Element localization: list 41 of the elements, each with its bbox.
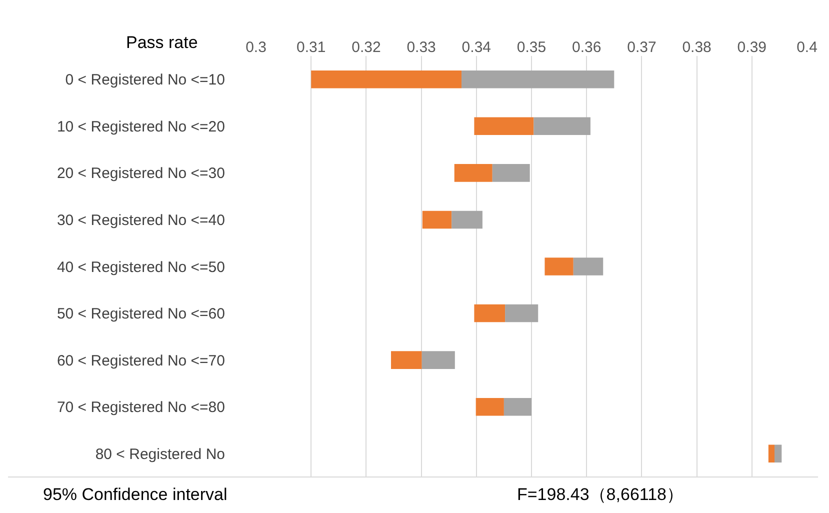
bar (462, 70, 614, 88)
bar (476, 398, 504, 416)
x-tick-label: 0.35 (516, 39, 546, 56)
text: 95% Confidence interval (43, 485, 228, 504)
x-tick-label: 0.4 (796, 39, 818, 56)
bar (504, 398, 532, 416)
bar (774, 444, 782, 462)
bar (474, 117, 534, 136)
x-tick-label: 0.39 (737, 39, 766, 56)
y-tick-label: 70 < Registered No <=80 (56, 399, 225, 416)
x-tick-label: 0.36 (572, 39, 602, 56)
y-tick-label: 60 < Registered No <=70 (56, 352, 225, 370)
bar (544, 258, 574, 276)
bar (573, 258, 604, 276)
bar (422, 210, 452, 229)
bar (454, 164, 492, 182)
y-tick-label: 10 < Registered No <=20 (56, 118, 225, 136)
x-tick-label: 0.33 (406, 39, 436, 56)
x-tick-label: 0.31 (296, 39, 326, 56)
bar (492, 164, 530, 182)
y-tick-label: 30 < Registered No <=40 (56, 212, 225, 229)
x-tick-label: 0.37 (627, 39, 656, 56)
bar (474, 304, 506, 322)
y-tick-label: 80 < Registered No (95, 446, 225, 463)
x-tick-label: 0.38 (682, 39, 712, 56)
y-tick-label: 50 < Registered No <=60 (56, 306, 225, 323)
x-tick-label: 0.3 (246, 39, 266, 56)
bar (311, 70, 462, 88)
y-tick-label: 0 < Registered No <=10 (65, 72, 225, 89)
bar (505, 304, 538, 322)
bar (768, 444, 774, 462)
x-tick-label: 0.34 (462, 39, 491, 56)
bar (391, 351, 422, 369)
y-axis-title: Pass rate (126, 33, 198, 52)
text: F=198.43（8,66118） (517, 485, 684, 504)
bar (452, 210, 482, 229)
y-tick-label: 20 < Registered No <=30 (56, 165, 225, 182)
bar (422, 351, 455, 369)
x-tick-label: 0.32 (352, 39, 381, 56)
y-tick-label: 40 < Registered No <=50 (56, 258, 225, 276)
bar (534, 117, 590, 136)
